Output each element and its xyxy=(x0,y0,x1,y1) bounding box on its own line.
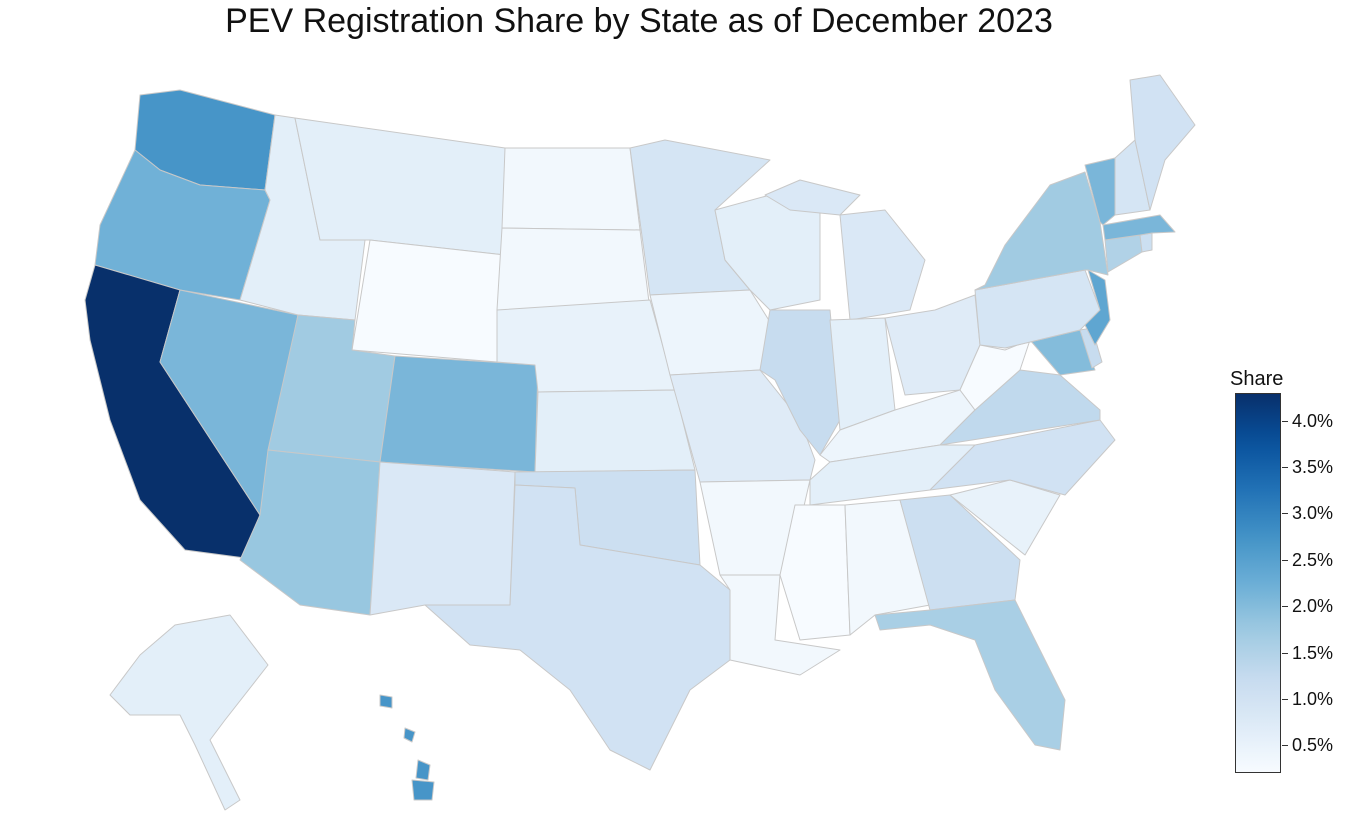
state-ms[interactable] xyxy=(779,504,851,641)
colorbar-tick xyxy=(1282,559,1288,561)
state-ri[interactable] xyxy=(1139,232,1153,253)
colorbar-tick-label: 1.5% xyxy=(1292,642,1334,663)
state-co[interactable] xyxy=(379,355,539,473)
state-me[interactable] xyxy=(1129,74,1196,211)
colorbar-tick-label: 3.5% xyxy=(1292,457,1334,478)
colorbar xyxy=(1235,393,1281,773)
state-sc[interactable] xyxy=(949,479,1061,556)
state-ak[interactable] xyxy=(109,614,269,811)
colorbar-tick xyxy=(1282,513,1288,515)
state-sd[interactable] xyxy=(496,227,651,311)
state-ny[interactable] xyxy=(974,171,1109,291)
state-wy[interactable] xyxy=(351,239,506,363)
state-nc[interactable] xyxy=(929,419,1116,496)
state-ga[interactable] xyxy=(899,494,1021,611)
map-title: PEV Registration Share by State as of De… xyxy=(225,2,1053,40)
colorbar-tick xyxy=(1282,652,1288,654)
colorbar-tick xyxy=(1282,606,1288,608)
colorbar-tick xyxy=(1282,420,1288,422)
state-nd[interactable] xyxy=(501,147,641,231)
legend-title: Share xyxy=(1230,368,1284,390)
state-ct[interactable] xyxy=(1104,234,1143,273)
state-nm[interactable] xyxy=(369,461,516,616)
colorbar-tick-label: 4.0% xyxy=(1292,410,1334,431)
colorbar-tick-label: 3.0% xyxy=(1292,503,1334,524)
colorbar-tick-label: 1.0% xyxy=(1292,688,1334,709)
state-hi[interactable] xyxy=(379,694,435,801)
state-tx[interactable] xyxy=(424,484,731,771)
colorbar-tick xyxy=(1282,698,1288,700)
us-choropleth-map xyxy=(84,74,1196,811)
colorbar-tick xyxy=(1282,745,1288,747)
colorbar-tick-label: 2.0% xyxy=(1292,596,1334,617)
state-vt[interactable] xyxy=(1084,157,1116,226)
state-la[interactable] xyxy=(719,574,841,676)
state-fl[interactable] xyxy=(874,599,1066,751)
colorbar-tick-label: 2.5% xyxy=(1292,549,1334,570)
state-ks[interactable] xyxy=(534,389,696,473)
state-ma[interactable] xyxy=(1102,214,1176,241)
state-mt[interactable] xyxy=(294,117,506,256)
colorbar-tick xyxy=(1282,467,1288,469)
state-nj[interactable] xyxy=(1084,269,1111,346)
state-ia[interactable] xyxy=(649,289,776,376)
colorbar-tick-label: 0.5% xyxy=(1292,735,1334,756)
state-mi[interactable] xyxy=(764,179,926,321)
